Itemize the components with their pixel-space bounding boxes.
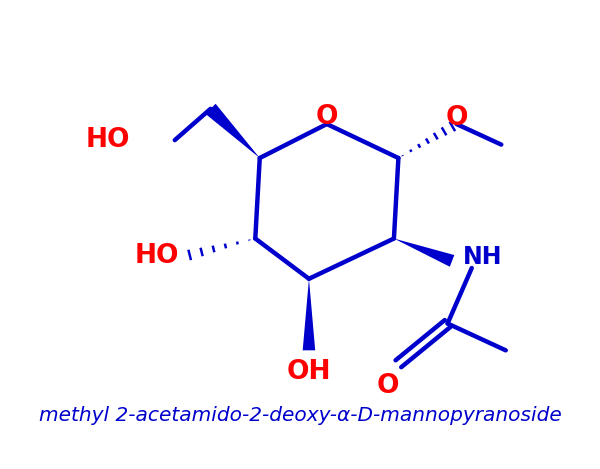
Text: O: O	[445, 105, 468, 131]
Text: O: O	[316, 104, 338, 130]
Text: NH: NH	[463, 245, 502, 269]
Text: O: O	[376, 373, 399, 399]
Text: OH: OH	[287, 359, 331, 385]
Text: methyl 2-acetamido-2-deoxy-α-D-mannopyranoside: methyl 2-acetamido-2-deoxy-α-D-mannopyra…	[38, 406, 562, 425]
Text: HO: HO	[135, 243, 179, 269]
Polygon shape	[205, 104, 260, 158]
Text: HO: HO	[86, 127, 130, 153]
Polygon shape	[394, 239, 454, 267]
Polygon shape	[302, 279, 315, 350]
